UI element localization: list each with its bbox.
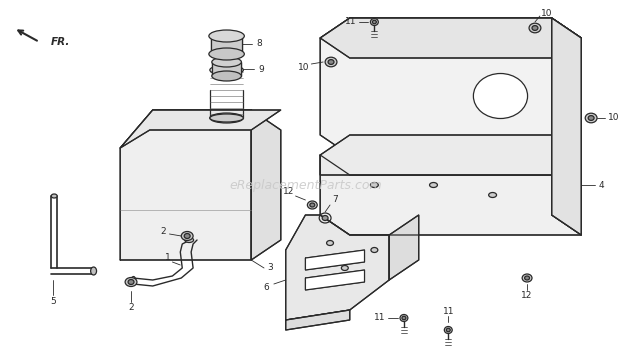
Ellipse shape bbox=[210, 65, 243, 75]
Text: 12: 12 bbox=[521, 291, 533, 300]
Ellipse shape bbox=[310, 203, 315, 207]
Text: 10: 10 bbox=[608, 113, 619, 122]
Polygon shape bbox=[212, 62, 241, 76]
Ellipse shape bbox=[588, 116, 594, 120]
Polygon shape bbox=[389, 215, 419, 280]
Text: 7: 7 bbox=[332, 195, 338, 204]
Ellipse shape bbox=[585, 113, 597, 123]
Polygon shape bbox=[320, 155, 582, 235]
Ellipse shape bbox=[325, 57, 337, 67]
Ellipse shape bbox=[370, 182, 378, 188]
Ellipse shape bbox=[474, 73, 528, 118]
Polygon shape bbox=[552, 155, 582, 235]
Polygon shape bbox=[320, 135, 582, 175]
Polygon shape bbox=[251, 110, 281, 260]
Polygon shape bbox=[306, 270, 365, 290]
Polygon shape bbox=[286, 215, 389, 320]
Polygon shape bbox=[120, 110, 281, 148]
Ellipse shape bbox=[522, 274, 532, 282]
Ellipse shape bbox=[125, 277, 137, 286]
Polygon shape bbox=[320, 18, 582, 175]
Ellipse shape bbox=[212, 57, 241, 67]
Ellipse shape bbox=[525, 276, 529, 280]
Text: 12: 12 bbox=[283, 188, 294, 197]
Text: 3: 3 bbox=[267, 264, 273, 273]
Ellipse shape bbox=[446, 328, 450, 332]
Polygon shape bbox=[211, 36, 242, 54]
Text: eReplacementParts.com: eReplacementParts.com bbox=[229, 180, 382, 192]
Polygon shape bbox=[306, 250, 365, 270]
Ellipse shape bbox=[185, 237, 193, 243]
Ellipse shape bbox=[210, 114, 243, 122]
Ellipse shape bbox=[210, 113, 243, 123]
Text: 8: 8 bbox=[256, 39, 262, 48]
Ellipse shape bbox=[181, 231, 193, 240]
Polygon shape bbox=[320, 18, 582, 58]
Text: 11: 11 bbox=[374, 313, 385, 322]
Text: 6: 6 bbox=[263, 282, 269, 291]
Ellipse shape bbox=[342, 265, 348, 271]
Ellipse shape bbox=[209, 48, 244, 60]
Polygon shape bbox=[286, 310, 350, 330]
Text: 5: 5 bbox=[50, 298, 56, 307]
Ellipse shape bbox=[128, 280, 134, 284]
Text: 11: 11 bbox=[443, 308, 454, 317]
Ellipse shape bbox=[371, 247, 378, 253]
Ellipse shape bbox=[430, 182, 438, 188]
Ellipse shape bbox=[209, 30, 244, 42]
Ellipse shape bbox=[51, 194, 57, 198]
Ellipse shape bbox=[327, 240, 334, 246]
Text: 2: 2 bbox=[128, 303, 134, 312]
Text: 10: 10 bbox=[298, 63, 309, 72]
Text: 10: 10 bbox=[541, 9, 552, 18]
Ellipse shape bbox=[130, 276, 136, 285]
Text: FR.: FR. bbox=[51, 37, 71, 47]
Ellipse shape bbox=[445, 327, 452, 334]
Ellipse shape bbox=[370, 18, 378, 26]
Ellipse shape bbox=[308, 201, 317, 209]
Ellipse shape bbox=[402, 316, 406, 320]
Text: 1: 1 bbox=[164, 254, 171, 263]
Ellipse shape bbox=[489, 192, 497, 198]
Ellipse shape bbox=[212, 71, 241, 81]
Ellipse shape bbox=[373, 20, 376, 24]
Polygon shape bbox=[120, 110, 251, 260]
Polygon shape bbox=[552, 18, 582, 175]
Text: 4: 4 bbox=[598, 181, 604, 190]
Text: 9: 9 bbox=[258, 64, 264, 73]
Text: 11: 11 bbox=[345, 18, 356, 27]
Ellipse shape bbox=[322, 216, 328, 220]
Ellipse shape bbox=[91, 267, 97, 275]
Ellipse shape bbox=[400, 315, 408, 321]
Ellipse shape bbox=[529, 23, 541, 33]
Text: 2: 2 bbox=[161, 228, 166, 237]
Ellipse shape bbox=[532, 26, 538, 30]
Ellipse shape bbox=[328, 60, 334, 64]
Polygon shape bbox=[552, 18, 582, 235]
Ellipse shape bbox=[184, 234, 190, 238]
